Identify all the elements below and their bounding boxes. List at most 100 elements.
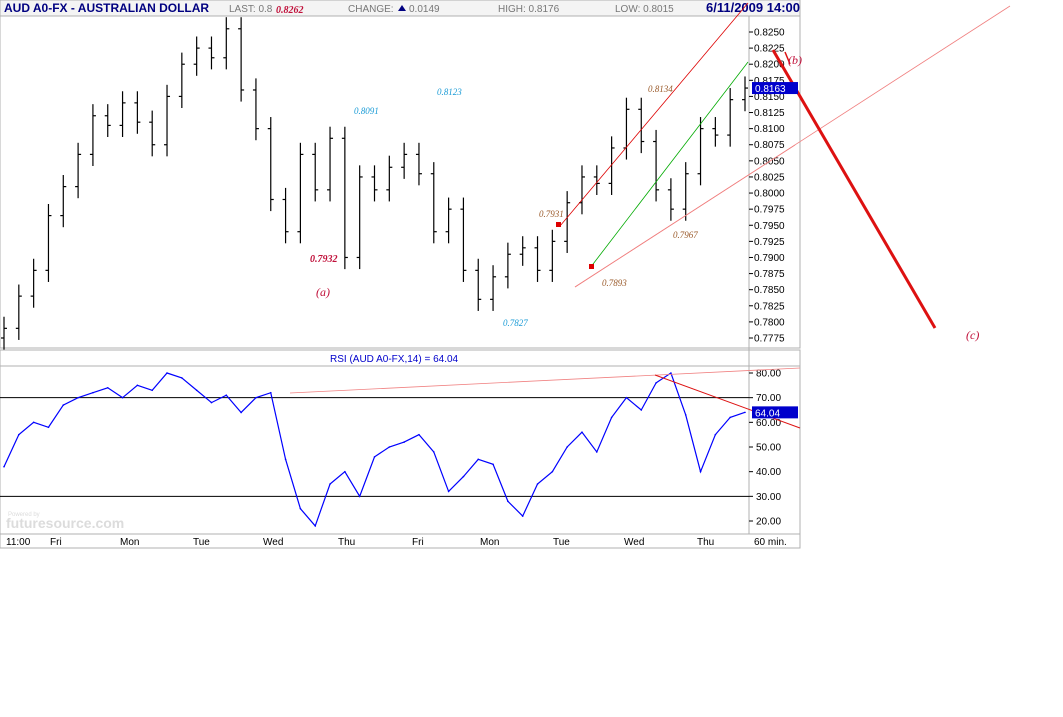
- x-axis-bar: [0, 533, 801, 549]
- rsi-point: [581, 431, 583, 434]
- x-tick-label: Mon: [120, 537, 139, 548]
- rsi-point: [610, 416, 613, 419]
- rsi-point: [181, 377, 183, 379]
- rsi-point: [299, 507, 302, 510]
- wave-label: (c): [966, 328, 979, 342]
- rsi-upper-trendline: [289, 367, 801, 394]
- x-tick-label: Wed: [624, 537, 644, 548]
- rsi-point: [329, 483, 331, 485]
- interval-label: 60 min.: [754, 537, 787, 548]
- channel-lower-line: [574, 144, 796, 288]
- rsi-point: [151, 389, 153, 392]
- price-annotation: 0.7931: [539, 209, 564, 219]
- rsi-point: [3, 465, 5, 468]
- change-label: CHANGE:: [348, 4, 394, 15]
- price-tick-label: 0.7950: [754, 221, 785, 232]
- rsi-point: [358, 495, 361, 498]
- rsi-point: [714, 433, 717, 436]
- x-tick-label: Tue: [553, 537, 570, 548]
- x-tick-label: 11:00: [6, 537, 31, 548]
- price-tick-label: 0.8000: [754, 189, 785, 200]
- rsi-point: [684, 414, 687, 416]
- watermark: futuresource.com: [6, 515, 124, 531]
- price-annotation: 0.7827: [503, 318, 528, 328]
- price-tick-label: 0.7800: [754, 317, 785, 328]
- rsi-tick-label: 80.00: [756, 369, 781, 380]
- rsi-point: [507, 500, 509, 503]
- rsi-point: [388, 446, 391, 448]
- rsi-point: [225, 394, 228, 397]
- low-label: LOW: 0.8015: [615, 4, 674, 15]
- price-tick-label: 0.8200: [754, 60, 785, 71]
- rsi-point: [77, 396, 79, 399]
- price-annotation: 0.8091: [354, 106, 379, 116]
- price-tick-label: 0.8250: [754, 28, 785, 39]
- rsi-last-box: [752, 406, 798, 419]
- rsi-point: [106, 387, 109, 389]
- price-annotation: 0.7967: [673, 230, 698, 240]
- rsi-point: [269, 391, 272, 394]
- price-panel: [0, 15, 801, 349]
- wave-label: (a): [316, 285, 330, 299]
- rsi-point: [403, 441, 405, 443]
- rsi-point: [240, 411, 242, 414]
- rsi-point: [447, 490, 450, 493]
- price-tick-label: 0.8075: [754, 140, 785, 151]
- rsi-tick-label: 40.00: [756, 467, 781, 478]
- watermark-small: Powered by: [8, 512, 40, 518]
- x-tick-label: Wed: [263, 537, 283, 548]
- rsi-point: [744, 411, 746, 414]
- x-tick-label: Thu: [338, 537, 355, 548]
- price-annotation: 0.7893: [602, 278, 627, 288]
- rsi-point: [195, 389, 198, 392]
- price-annotation: 0.8262: [276, 5, 304, 16]
- chart-title: AUD A0-FX - AUSTRALIAN DOLLAR: [4, 1, 209, 15]
- x-tick-label: Fri: [50, 537, 62, 548]
- rsi-point: [418, 433, 420, 436]
- channel-anchor-point: [589, 264, 594, 269]
- price-last-value: 0.8163: [755, 84, 786, 95]
- rsi-point: [166, 372, 168, 374]
- rsi-title: RSI (AUD A0-FX,14) = 64.04: [330, 354, 459, 365]
- rsi-point: [136, 384, 139, 387]
- rsi-point: [462, 475, 465, 478]
- x-tick-label: Thu: [697, 537, 714, 548]
- rsi-point: [521, 515, 524, 517]
- price-tick-label: 0.7975: [754, 205, 785, 216]
- price-tick-label: 0.8125: [754, 108, 785, 119]
- projection-tick: [784, 51, 791, 65]
- chart-datetime: 6/11/2009 14:00: [706, 0, 800, 15]
- rsi-point: [477, 458, 480, 461]
- rsi-point: [255, 396, 257, 399]
- x-tick-label: Tue: [193, 537, 210, 548]
- channel-mid-line: [589, 61, 749, 269]
- x-tick-label: Mon: [480, 537, 499, 548]
- price-tick-label: 0.7850: [754, 285, 785, 296]
- price-annotation: 0.8123: [437, 87, 462, 97]
- rsi-point: [62, 404, 65, 406]
- price-tick-label: 0.7775: [754, 334, 785, 345]
- rsi-tick-label: 20.00: [756, 517, 781, 528]
- channel-upper-line: [559, 2, 749, 227]
- price-tick-label: 0.7925: [754, 237, 785, 248]
- rsi-tick-label: 30.00: [756, 492, 781, 503]
- rsi-point: [640, 409, 643, 411]
- rsi-tick-label: 60.00: [756, 418, 781, 429]
- rsi-point: [373, 456, 376, 458]
- channel-anchor-point: [556, 222, 561, 227]
- rsi-last-value: 64.04: [755, 408, 780, 419]
- rsi-point: [344, 470, 346, 473]
- price-last-box: [752, 82, 798, 95]
- rsi-point: [314, 525, 317, 527]
- price-tick-label: 0.7825: [754, 301, 785, 312]
- price-annotation: 0.8134: [648, 84, 673, 94]
- x-tick-label: Fri: [412, 537, 424, 548]
- price-tick-label: 0.8100: [754, 124, 785, 135]
- price-tick-label: 0.8225: [754, 44, 785, 55]
- rsi-point: [92, 391, 94, 394]
- change-up-icon: [398, 5, 406, 11]
- rsi-point: [699, 470, 702, 473]
- rsi-point: [670, 372, 672, 374]
- projection-arrow: [771, 49, 937, 329]
